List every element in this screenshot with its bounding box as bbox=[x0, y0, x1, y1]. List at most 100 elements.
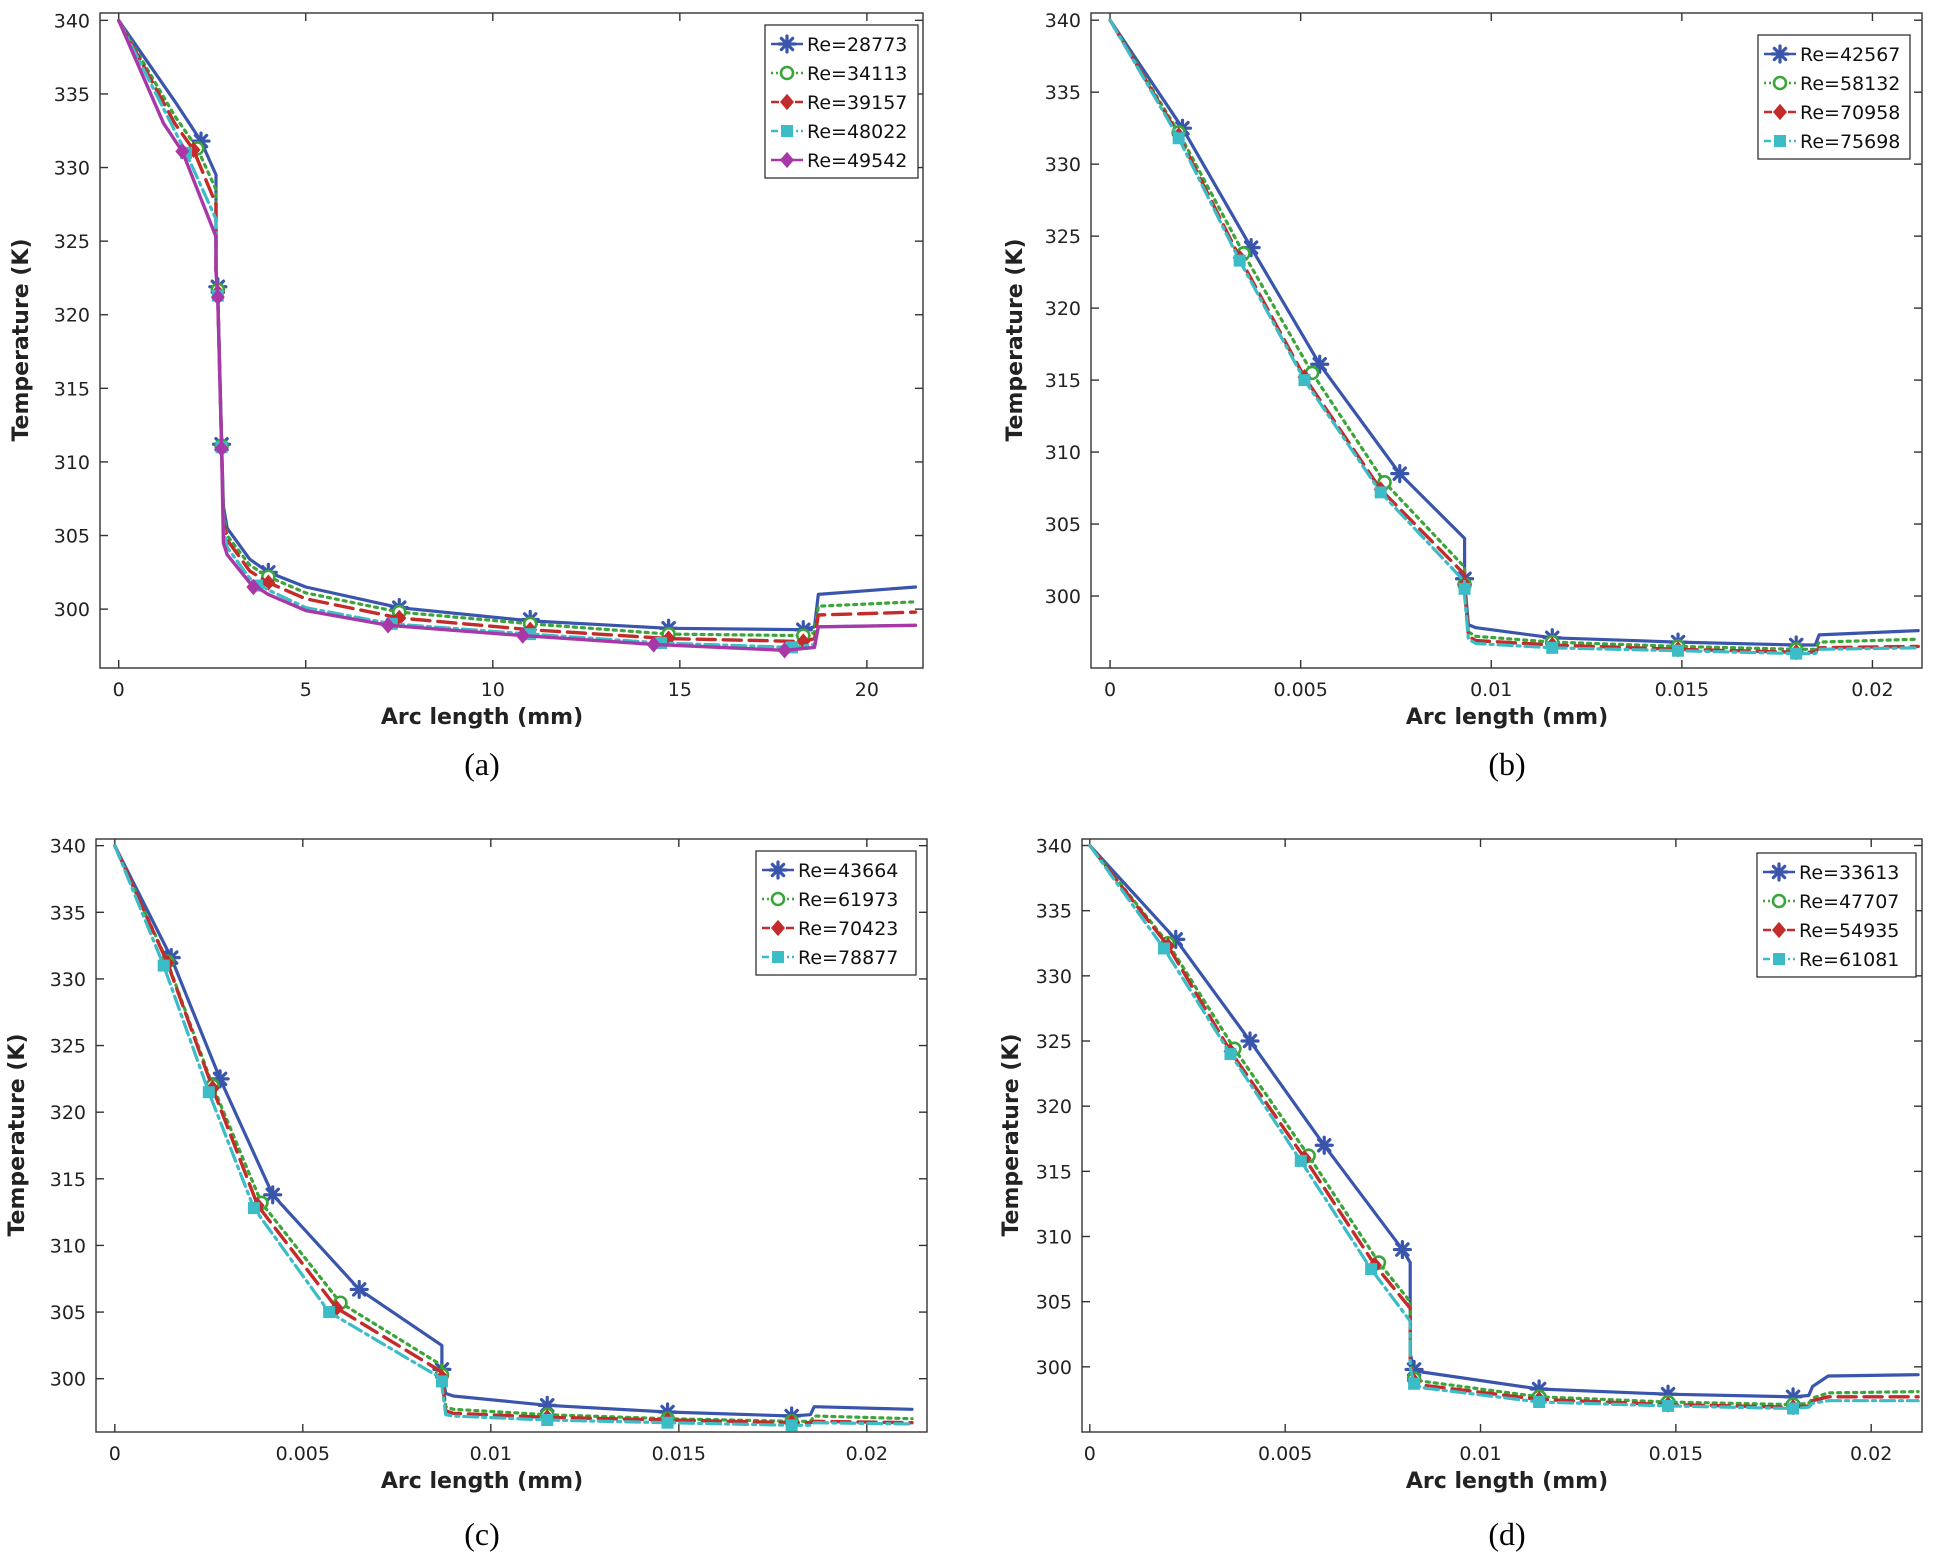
x-tick-label: 0.01 bbox=[470, 1443, 512, 1465]
square-marker bbox=[1790, 647, 1803, 660]
square-marker bbox=[541, 1414, 554, 1427]
y-tick-label: 340 bbox=[1045, 10, 1081, 32]
square-marker bbox=[1224, 1048, 1237, 1061]
legend-entry-label: Re=54935 bbox=[1799, 920, 1899, 942]
star-marker bbox=[349, 1279, 369, 1300]
diamond-marker bbox=[261, 574, 276, 591]
y-tick-label: 320 bbox=[54, 305, 90, 327]
legend-entry-label: Re=75698 bbox=[1800, 131, 1900, 153]
y-tick-label: 310 bbox=[1045, 442, 1081, 464]
star-marker-stroke bbox=[1316, 1138, 1332, 1153]
x-tick-label: 0 bbox=[1104, 679, 1116, 701]
x-tick-label: 0.015 bbox=[1655, 679, 1709, 701]
y-axis-title: Temperature (K) bbox=[1003, 238, 1028, 441]
y-tick-label: 325 bbox=[54, 231, 90, 253]
legend-entry-label: Re=49542 bbox=[807, 150, 907, 172]
x-tick-label: 0.02 bbox=[1851, 679, 1893, 701]
legend-square-marker bbox=[1773, 953, 1785, 965]
y-tick-label: 335 bbox=[1036, 901, 1072, 923]
star-marker bbox=[1314, 1135, 1334, 1155]
chart-panel-1: 0 5 10 15 20 300 305 310 315 320 325 330 335 340 Arc l… bbox=[9, 10, 924, 782]
panel-label: (b) bbox=[1488, 746, 1525, 782]
x-tick-label: 10 bbox=[481, 679, 505, 701]
diamond-marker bbox=[214, 440, 229, 457]
legend-entry-label: Re=39157 bbox=[807, 92, 907, 114]
square-marker bbox=[1374, 486, 1387, 499]
x-tick-label: 0.02 bbox=[1850, 1443, 1892, 1465]
plot-frame bbox=[1081, 838, 1923, 1433]
diamond-marker bbox=[210, 288, 225, 306]
x-tick-label: 20 bbox=[855, 679, 879, 701]
legend-entry-label: Re=61081 bbox=[1799, 949, 1899, 971]
x-tick-label: 0.015 bbox=[652, 1443, 706, 1465]
y-tick-label: 315 bbox=[1045, 370, 1081, 392]
x-tick-label: 0 bbox=[109, 1443, 121, 1465]
square-marker bbox=[785, 1419, 798, 1432]
x-tick-label: 0 bbox=[1084, 1443, 1096, 1465]
legend-entry-label: Re=58132 bbox=[1800, 73, 1900, 95]
square-marker bbox=[1458, 582, 1471, 595]
square-marker bbox=[1533, 1396, 1546, 1409]
y-tick-label: 320 bbox=[1045, 298, 1081, 320]
square-marker bbox=[323, 1306, 336, 1319]
panel-label: (a) bbox=[464, 746, 500, 782]
panel-label: (d) bbox=[1488, 1516, 1525, 1552]
y-tick-label: 325 bbox=[1036, 1031, 1072, 1053]
chart-panel-2: 0 0.005 0.01 0.015 0.02 300 305 310 315 320 325 330… bbox=[1003, 10, 1923, 782]
square-marker bbox=[1172, 132, 1185, 145]
star-marker bbox=[1392, 1239, 1412, 1260]
legend-diamond-marker bbox=[780, 151, 794, 169]
y-tick-label: 305 bbox=[1036, 1292, 1072, 1314]
legend-entry-label: Re=70423 bbox=[798, 918, 898, 940]
series-line-4 bbox=[1108, 18, 1920, 656]
star-marker-stroke bbox=[1392, 466, 1408, 481]
x-axis-title: Arc length (mm) bbox=[381, 1469, 583, 1494]
legend-circle-marker bbox=[779, 65, 795, 81]
legend-entry-label: Re=34113 bbox=[807, 63, 907, 85]
diamond-marker bbox=[646, 636, 661, 653]
y-axis-title: Temperature (K) bbox=[999, 1033, 1024, 1236]
legend: Re=28773 Re=34113 Re=39157 Re=48022 Re=49542 bbox=[764, 24, 919, 179]
y-tick-label: 315 bbox=[50, 1169, 86, 1191]
square-marker bbox=[157, 959, 170, 972]
plot-frame bbox=[1090, 12, 1923, 669]
y-tick-label: 335 bbox=[1045, 82, 1081, 104]
legend-circle-marker bbox=[770, 891, 786, 907]
y-tick-label: 325 bbox=[50, 1036, 86, 1058]
legend-square-marker bbox=[781, 125, 793, 137]
star-marker-stroke bbox=[351, 1282, 367, 1297]
square-marker bbox=[247, 1202, 260, 1215]
square-marker bbox=[1294, 1154, 1307, 1167]
legend-square-marker bbox=[772, 951, 784, 963]
legend-diamond-marker bbox=[780, 93, 794, 111]
series-line-4 bbox=[113, 844, 914, 1427]
plot-frame bbox=[95, 838, 928, 1433]
legend: Re=33613 Re=47707 Re=54935 Re=61081 bbox=[1756, 852, 1917, 978]
series-line-2 bbox=[117, 18, 918, 638]
square-marker bbox=[1662, 1399, 1675, 1412]
y-tick-label: 300 bbox=[1045, 586, 1081, 608]
square-marker bbox=[661, 1416, 674, 1429]
star-marker-stroke bbox=[1771, 864, 1787, 880]
series-line-1 bbox=[113, 844, 914, 1418]
square-marker bbox=[1672, 644, 1685, 657]
x-axis-title: Arc length (mm) bbox=[381, 705, 583, 730]
chart-panel-3: 0 0.005 0.01 0.015 0.02 300 305 310 315 320 325 330… bbox=[5, 836, 928, 1552]
y-tick-label: 300 bbox=[54, 599, 90, 621]
legend: Re=42567 Re=58132 Re=70958 Re=75698 bbox=[1757, 34, 1911, 160]
y-tick-label: 315 bbox=[1036, 1161, 1072, 1183]
y-tick-label: 330 bbox=[1045, 154, 1081, 176]
square-marker bbox=[1365, 1263, 1378, 1276]
y-tick-label: 330 bbox=[50, 969, 86, 991]
x-tick-label: 15 bbox=[668, 679, 692, 701]
legend-diamond-marker bbox=[1773, 103, 1787, 121]
y-tick-label: 310 bbox=[54, 452, 90, 474]
legend-entry-label: Re=42567 bbox=[1800, 44, 1900, 66]
diamond-marker bbox=[381, 617, 396, 634]
y-tick-label: 300 bbox=[50, 1369, 86, 1391]
x-tick-label: 0.015 bbox=[1649, 1443, 1703, 1465]
y-tick-label: 305 bbox=[50, 1302, 86, 1324]
star-marker bbox=[1390, 464, 1410, 484]
y-tick-label: 310 bbox=[50, 1235, 86, 1257]
